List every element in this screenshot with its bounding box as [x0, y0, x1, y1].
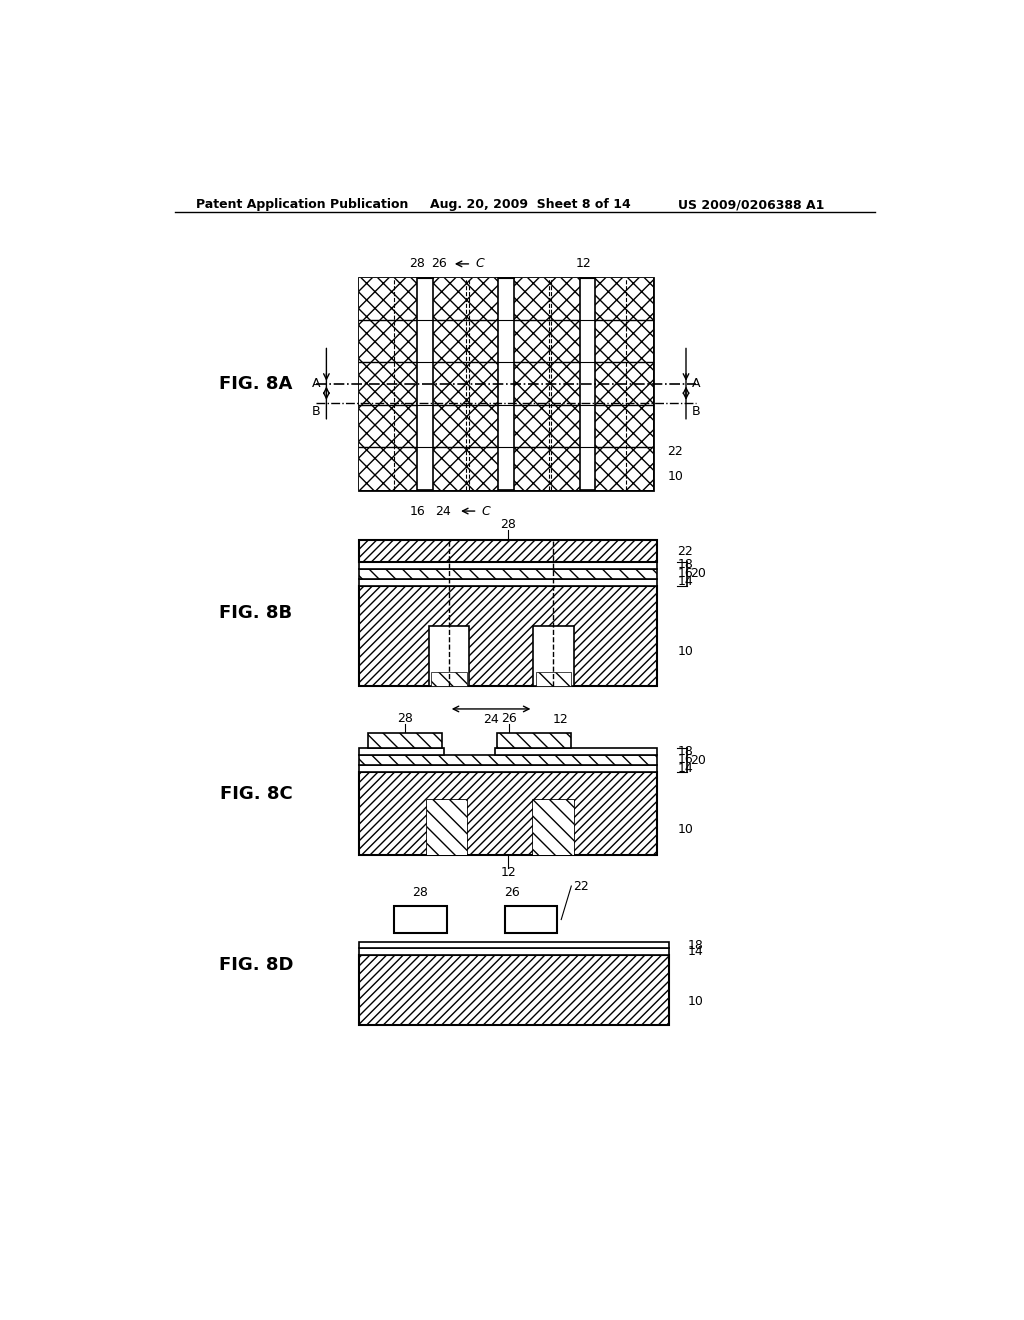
Text: 24: 24 — [483, 713, 499, 726]
Bar — [534, 626, 573, 686]
Text: 12: 12 — [501, 866, 516, 879]
Bar — [497, 733, 570, 748]
Text: US 2009/0206388 A1: US 2009/0206388 A1 — [678, 198, 824, 211]
Bar — [499, 277, 514, 490]
Bar — [359, 755, 657, 766]
Bar — [359, 540, 657, 562]
Bar — [359, 569, 657, 579]
Text: 10: 10 — [668, 470, 683, 483]
Bar — [359, 948, 669, 956]
Text: 12: 12 — [553, 713, 568, 726]
Bar — [417, 277, 432, 490]
Text: 22: 22 — [668, 445, 683, 458]
Text: 20: 20 — [690, 754, 706, 767]
Text: 10: 10 — [678, 644, 693, 657]
Text: 26: 26 — [431, 257, 446, 271]
Bar — [359, 277, 653, 490]
Bar — [495, 748, 657, 755]
Bar — [359, 772, 657, 855]
Text: 14: 14 — [678, 576, 693, 589]
Bar — [369, 733, 442, 748]
Text: 26: 26 — [505, 886, 520, 899]
Bar — [359, 956, 669, 1024]
Text: 14: 14 — [687, 945, 703, 958]
Text: 16: 16 — [678, 566, 693, 579]
Text: 22: 22 — [572, 879, 589, 892]
Bar — [359, 586, 657, 686]
Bar — [359, 562, 657, 569]
Text: Patent Application Publication: Patent Application Publication — [197, 198, 409, 211]
Text: FIG. 8B: FIG. 8B — [219, 605, 293, 622]
Bar — [536, 672, 571, 686]
Text: B: B — [312, 405, 321, 418]
Text: A: A — [692, 378, 700, 391]
Bar — [359, 766, 657, 772]
Text: 28: 28 — [413, 886, 428, 899]
Text: FIG. 8A: FIG. 8A — [219, 375, 293, 392]
Text: 16: 16 — [678, 754, 693, 767]
Bar — [427, 800, 467, 855]
Text: 28: 28 — [397, 713, 413, 726]
Text: FIG. 8C: FIG. 8C — [219, 785, 292, 803]
Text: 28: 28 — [410, 257, 425, 271]
Bar — [505, 906, 557, 933]
Text: 22: 22 — [678, 545, 693, 557]
Text: 20: 20 — [690, 568, 706, 581]
Text: A: A — [312, 378, 321, 391]
Bar — [534, 800, 573, 855]
Bar — [359, 942, 669, 949]
Text: Aug. 20, 2009  Sheet 8 of 14: Aug. 20, 2009 Sheet 8 of 14 — [430, 198, 631, 211]
Text: 10: 10 — [678, 822, 693, 836]
Bar — [394, 906, 446, 933]
Text: 12: 12 — [575, 257, 592, 271]
Bar — [429, 626, 469, 686]
Text: 28: 28 — [500, 519, 516, 532]
Bar — [359, 748, 444, 755]
Text: 14: 14 — [678, 762, 693, 775]
Text: 10: 10 — [687, 995, 703, 1008]
Text: 18: 18 — [687, 939, 703, 952]
Text: 18: 18 — [678, 744, 693, 758]
Text: 26: 26 — [501, 713, 516, 726]
Bar — [534, 800, 573, 855]
Bar — [431, 672, 467, 686]
Bar — [359, 578, 657, 586]
Text: C: C — [475, 257, 484, 271]
Text: C: C — [481, 504, 490, 517]
Bar — [427, 800, 467, 855]
Text: 16: 16 — [410, 504, 425, 517]
Text: 18: 18 — [678, 558, 693, 572]
Bar — [580, 277, 595, 490]
Text: 24: 24 — [435, 504, 451, 517]
Bar — [359, 277, 653, 490]
Text: FIG. 8D: FIG. 8D — [219, 957, 293, 974]
Text: B: B — [692, 405, 700, 418]
